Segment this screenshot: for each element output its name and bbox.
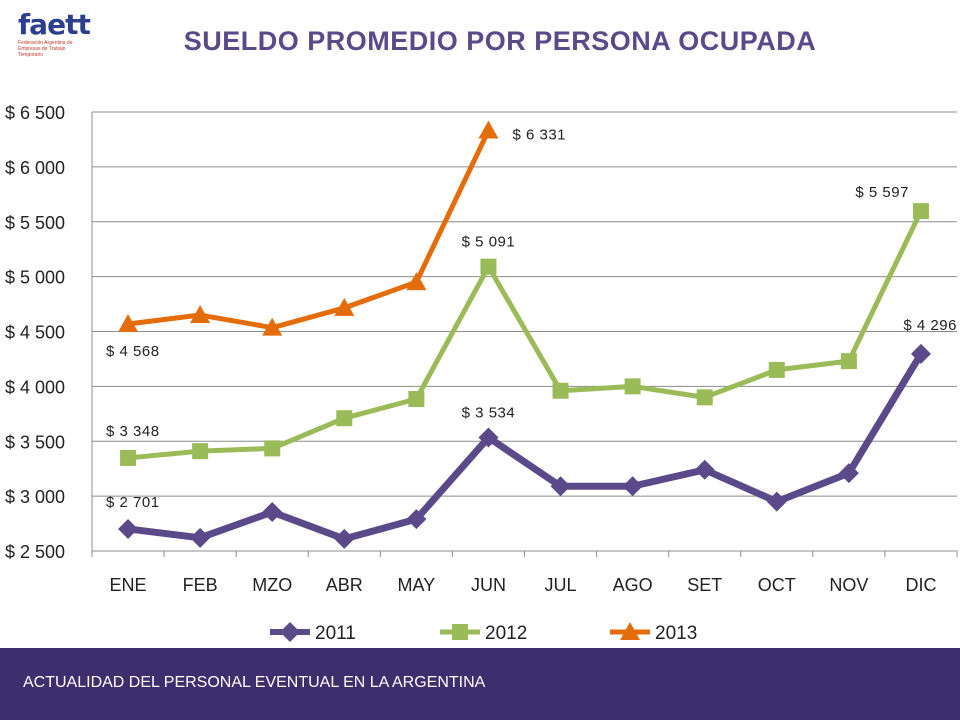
data-point-2012 <box>480 258 497 275</box>
page-title: SUELDO PROMEDIO POR PERSONA OCUPADA <box>183 26 817 56</box>
y-tick-label: $ 5 000 <box>5 268 65 288</box>
data-label: $ 2 701 <box>106 494 160 511</box>
data-point-2013 <box>118 314 139 333</box>
data-point-2013 <box>334 297 355 316</box>
data-label: $ 4 568 <box>106 343 160 360</box>
x-tick-label: NOV <box>829 575 868 595</box>
series-line-2011 <box>124 350 925 543</box>
data-point-2011 <box>406 509 427 530</box>
data-point-2011 <box>262 502 283 523</box>
data-point-2011 <box>694 459 715 480</box>
y-tick-label: $ 5 500 <box>5 213 65 233</box>
data-label: $ 5 597 <box>855 184 909 201</box>
data-point-2012 <box>840 353 857 370</box>
data-label: $ 3 534 <box>462 405 516 422</box>
legend-marker-2013 <box>620 622 640 640</box>
data-point-2011 <box>622 476 643 497</box>
y-tick-label: $ 2 500 <box>5 542 65 562</box>
x-tick-label: ABR <box>326 575 363 595</box>
data-point-2013 <box>262 317 283 336</box>
data-point-2011 <box>838 463 859 484</box>
x-tick-label: SET <box>687 575 722 595</box>
legend-marker-2012 <box>452 624 468 640</box>
data-point-2011 <box>118 518 139 539</box>
faett-logo: faett Federación Argentina de Empresas d… <box>14 8 94 58</box>
x-tick-label: AGO <box>613 575 653 595</box>
data-label: $ 4 296 <box>903 317 957 334</box>
data-point-2011 <box>910 343 931 364</box>
data-point-2012 <box>624 378 641 395</box>
data-point-2012 <box>264 440 281 457</box>
x-tick-label: MZO <box>252 575 292 595</box>
data-point-2012 <box>912 203 929 220</box>
data-point-2013 <box>406 272 427 291</box>
legend-label-2013: 2013 <box>655 623 697 644</box>
data-point-2011 <box>190 527 211 548</box>
footer-bar: ACTUALIDAD DEL PERSONAL EVENTUAL EN LA A… <box>0 648 960 720</box>
data-label: $ 3 348 <box>106 423 160 440</box>
x-tick-label: DIC <box>905 575 936 595</box>
data-label: $ 6 331 <box>512 127 566 144</box>
x-tick-label: JUN <box>471 575 506 595</box>
x-tick-label: JUL <box>545 575 577 595</box>
data-point-2012 <box>120 449 137 466</box>
data-point-2012 <box>336 410 353 427</box>
data-point-2013 <box>190 305 211 324</box>
data-point-2012 <box>192 443 209 460</box>
data-point-2011 <box>550 476 571 497</box>
y-tick-label: $ 3 000 <box>5 487 65 507</box>
legend-marker-2011 <box>280 622 300 642</box>
series-line-2013 <box>125 128 491 331</box>
footer-text: ACTUALIDAD DEL PERSONAL EVENTUAL EN LA A… <box>23 674 486 691</box>
logo-word: faett <box>18 8 91 41</box>
y-tick-label: $ 6 000 <box>5 158 65 178</box>
logo-subtitle: Federación Argentina de Empresas de Trab… <box>18 40 73 58</box>
x-tick-label: FEB <box>183 575 218 595</box>
data-point-2011 <box>766 491 787 512</box>
data-point-2013 <box>478 120 499 139</box>
data-point-2011 <box>334 528 355 549</box>
data-label: $ 5 091 <box>462 234 516 251</box>
y-tick-label: $ 6 500 <box>5 103 65 123</box>
legend-label-2012: 2012 <box>485 623 527 644</box>
data-point-2012 <box>552 382 569 399</box>
x-tick-label: MAY <box>398 575 436 595</box>
line-chart: $ 2 500 $ 3 000 $ 3 500 $ 4 000 $ 4 500 $ 5 0… <box>5 103 958 644</box>
x-tick-label: ENE <box>110 575 147 595</box>
data-point-2012 <box>696 389 713 406</box>
data-point-2011 <box>478 427 499 448</box>
data-point-2012 <box>408 390 425 407</box>
data-point-2012 <box>768 361 785 378</box>
series-line-2012 <box>125 208 924 461</box>
x-tick-label: OCT <box>758 575 796 595</box>
y-tick-label: $ 4 000 <box>5 377 65 397</box>
y-tick-label: $ 3 500 <box>5 432 65 452</box>
y-tick-label: $ 4 500 <box>5 323 65 343</box>
legend-label-2011: 2011 <box>315 623 356 644</box>
